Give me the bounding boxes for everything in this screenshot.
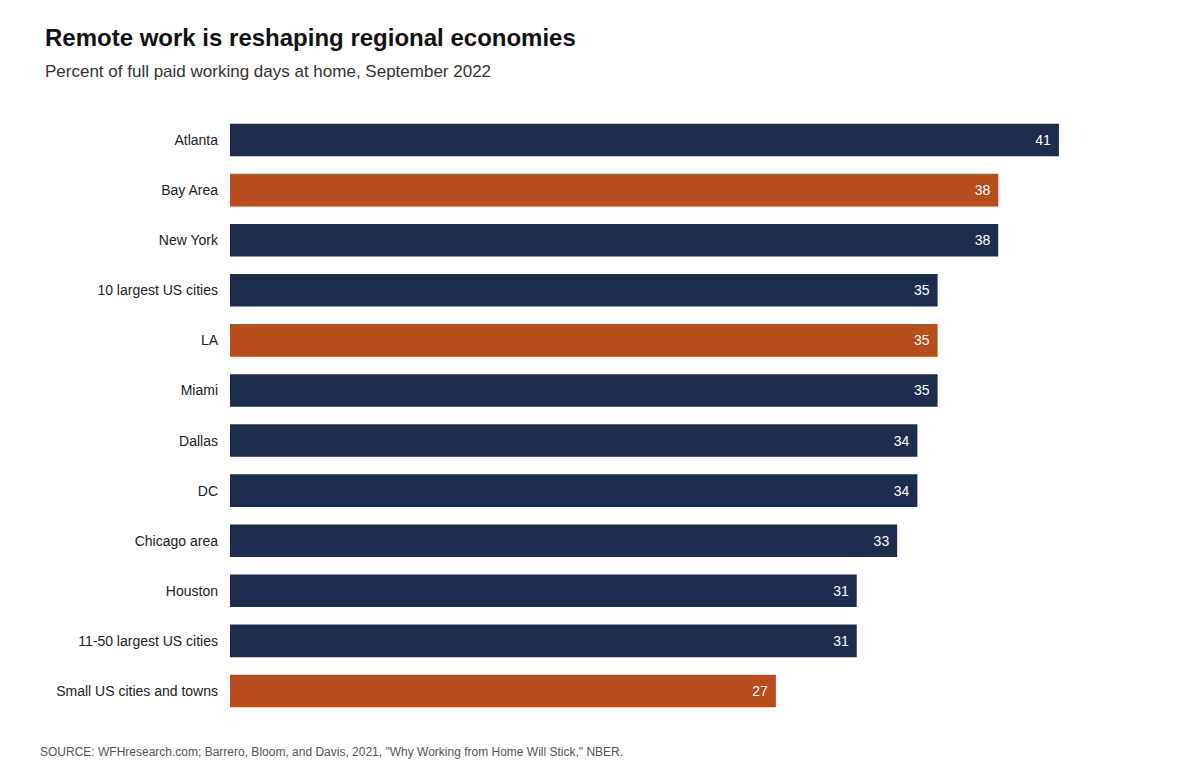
svg-text:LA: LA: [201, 332, 219, 348]
svg-text:38: 38: [975, 182, 991, 198]
svg-text:New York: New York: [159, 232, 219, 248]
svg-text:34: 34: [894, 433, 910, 449]
svg-text:34: 34: [894, 483, 910, 499]
svg-text:Percent of full paid working d: Percent of full paid working days at hom…: [45, 62, 491, 81]
svg-text:35: 35: [914, 282, 930, 298]
svg-text:33: 33: [874, 533, 890, 549]
svg-text:Atlanta: Atlanta: [174, 132, 218, 148]
svg-text:10 largest US cities: 10 largest US cities: [97, 282, 218, 298]
svg-text:41: 41: [1035, 132, 1051, 148]
svg-text:Chicago area: Chicago area: [135, 533, 218, 549]
svg-text:Miami: Miami: [181, 382, 218, 398]
svg-text:SOURCE: WFHresearch.com; Barre: SOURCE: WFHresearch.com; Barrero, Bloom,…: [40, 745, 623, 759]
svg-text:Remote work is reshaping regio: Remote work is reshaping regional econom…: [45, 24, 576, 51]
svg-text:38: 38: [975, 232, 991, 248]
svg-text:Small US cities and towns: Small US cities and towns: [56, 683, 218, 699]
svg-text:27: 27: [752, 683, 768, 699]
svg-text:31: 31: [833, 583, 849, 599]
svg-text:35: 35: [914, 332, 930, 348]
svg-text:31: 31: [833, 633, 849, 649]
svg-text:35: 35: [914, 382, 930, 398]
svg-text:Dallas: Dallas: [179, 433, 218, 449]
svg-text:Bay Area: Bay Area: [161, 182, 218, 198]
svg-text:11-50 largest US cities: 11-50 largest US cities: [78, 633, 218, 649]
svg-text:DC: DC: [198, 483, 218, 499]
svg-text:Houston: Houston: [166, 583, 218, 599]
